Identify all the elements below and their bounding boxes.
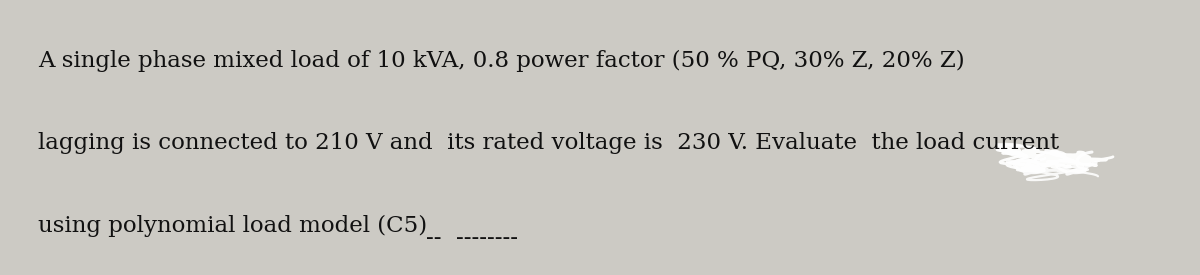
Text: using polynomial load model (C5): using polynomial load model (C5) — [38, 214, 427, 236]
Text: A single phase mixed load of 10 kVA, 0.8 power factor (50 % PQ, 30% Z, 20% Z): A single phase mixed load of 10 kVA, 0.8… — [38, 50, 965, 72]
Text: lagging is connected to 210 V and  its rated voltage is  230 V. Evaluate  the lo: lagging is connected to 210 V and its ra… — [38, 132, 1060, 154]
Text: --  --------: -- -------- — [426, 227, 518, 249]
